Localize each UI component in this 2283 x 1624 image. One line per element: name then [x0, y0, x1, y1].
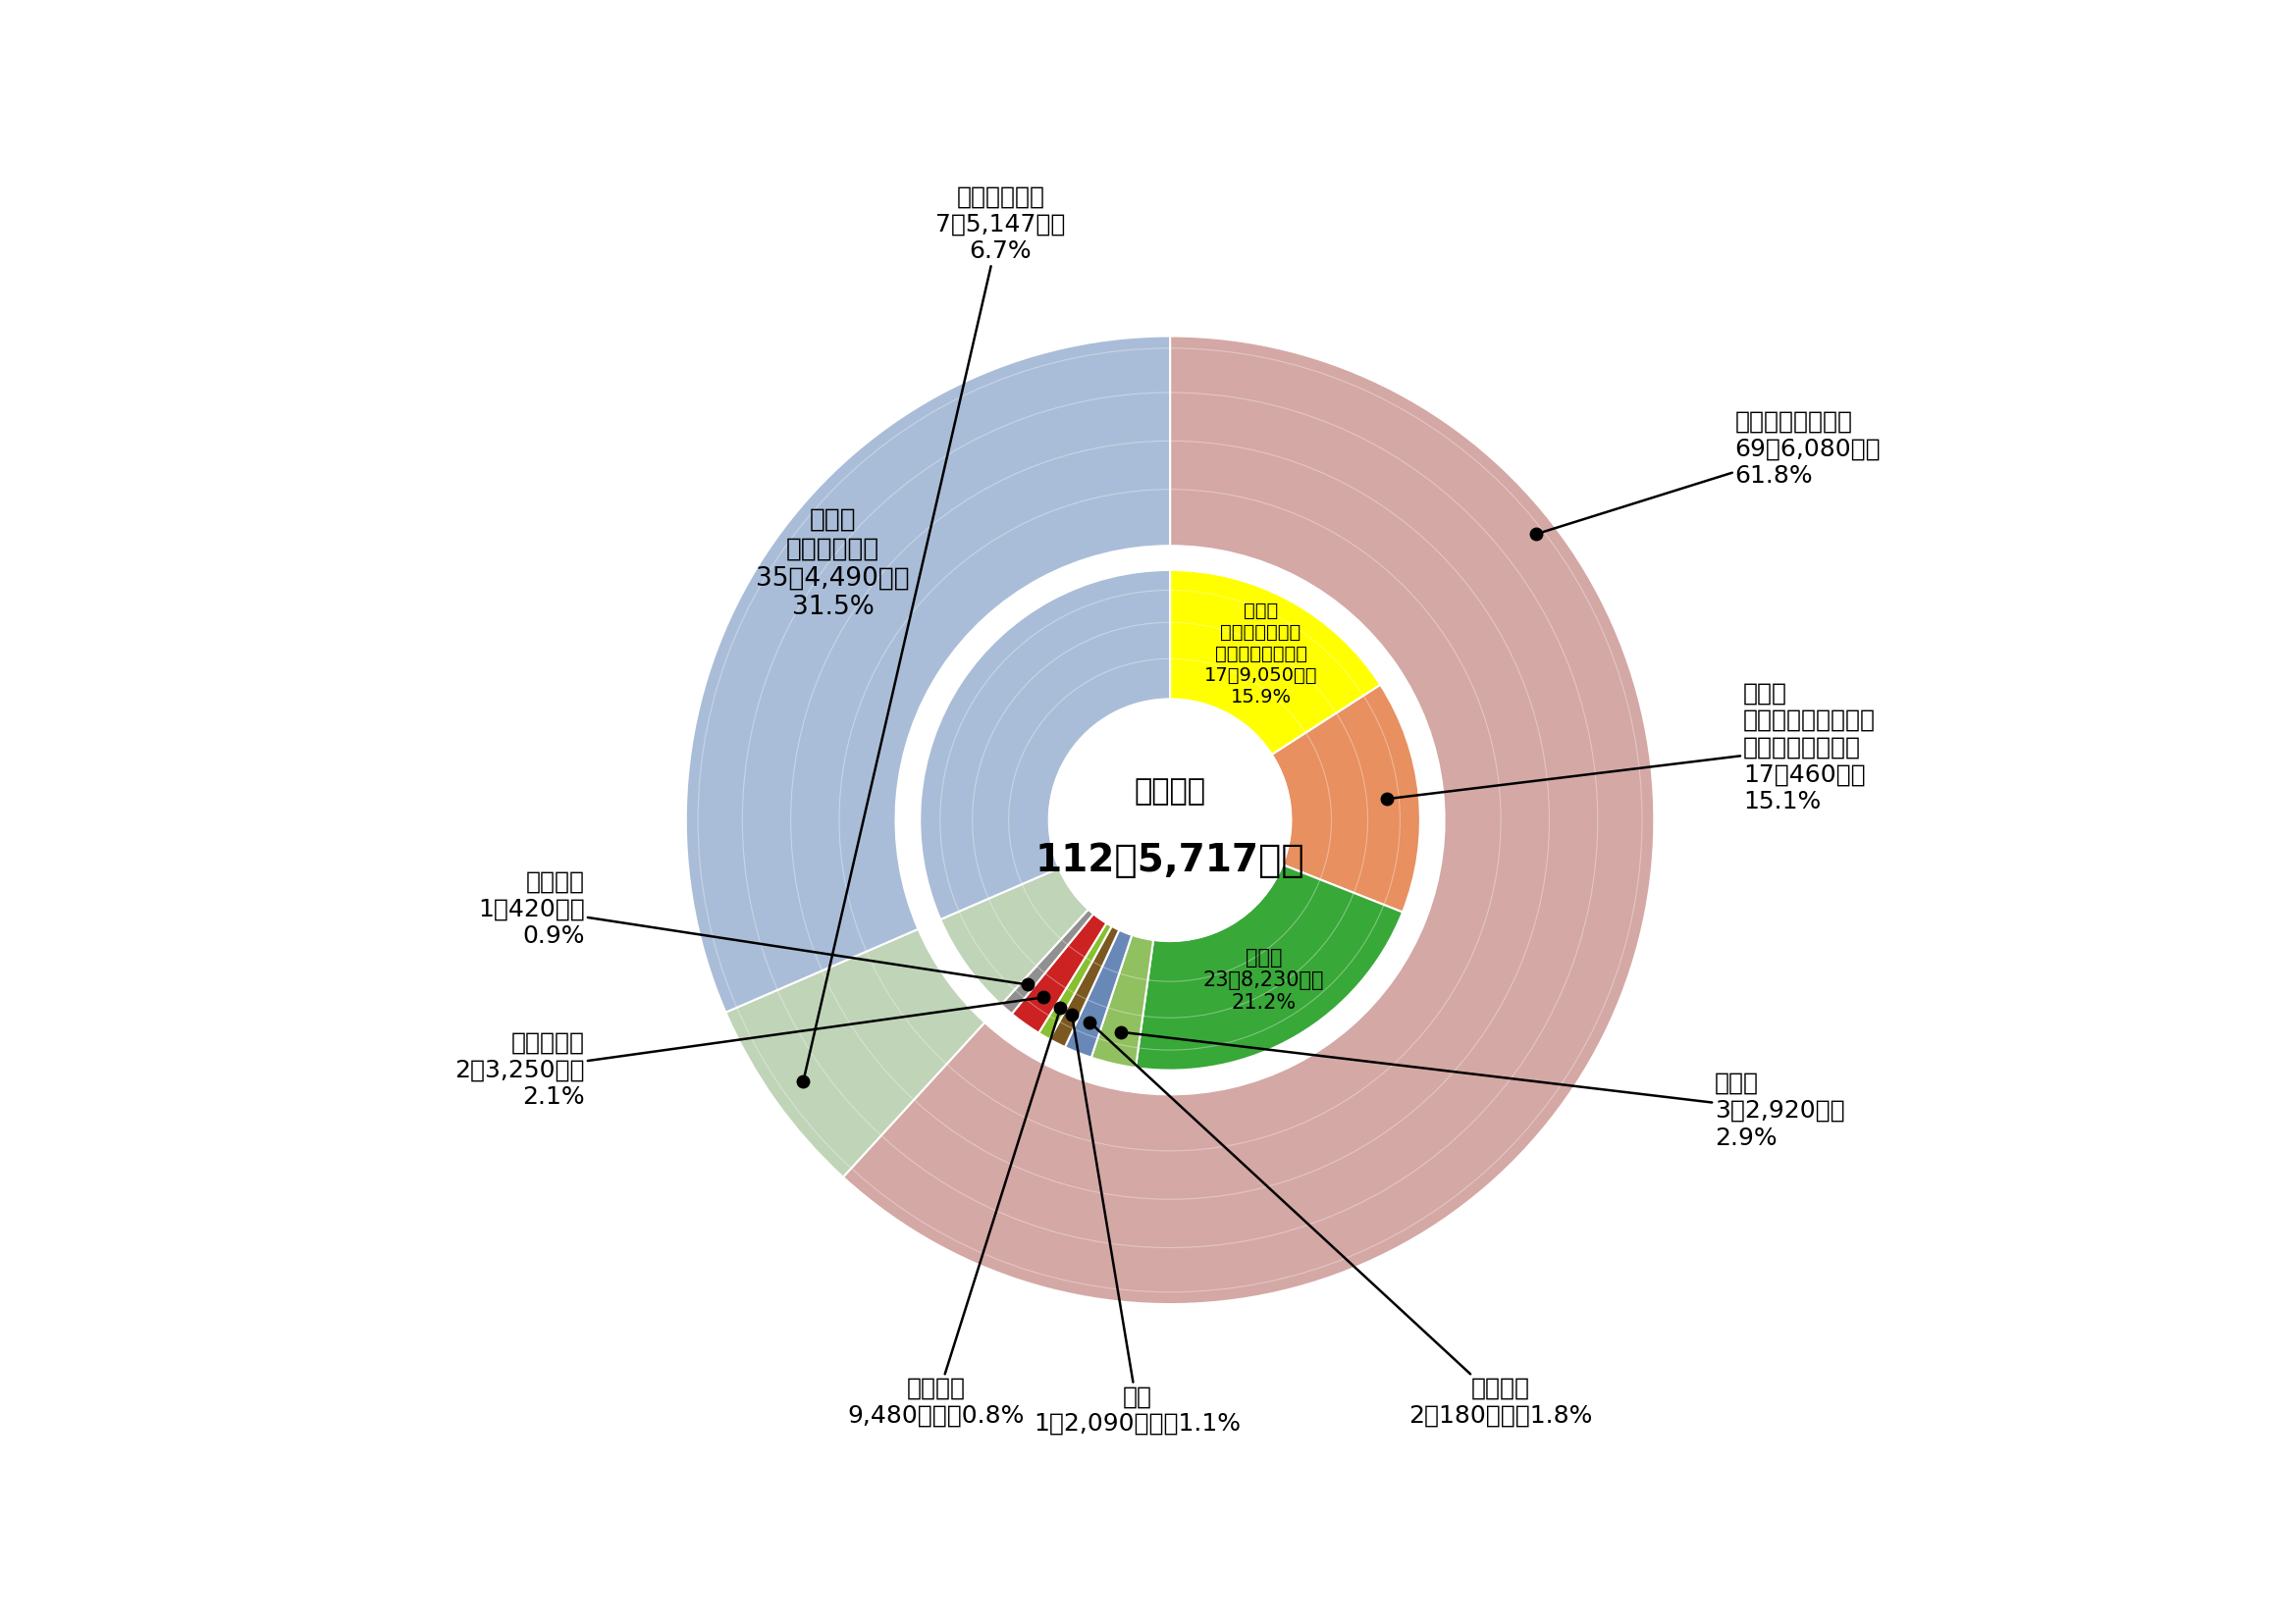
Wedge shape: [1135, 864, 1402, 1070]
Wedge shape: [1091, 935, 1153, 1069]
Text: 印紙収入
1兆420億円
0.9%: 印紙収入 1兆420億円 0.9%: [477, 870, 1027, 984]
Wedge shape: [1272, 685, 1420, 913]
Wedge shape: [1171, 570, 1381, 755]
Wedge shape: [1039, 922, 1112, 1039]
Wedge shape: [941, 869, 1089, 1005]
Text: 租税及び印紙収入
69兆6,080億円
61.8%: 租税及び印紙収入 69兆6,080億円 61.8%: [1536, 409, 1881, 534]
Text: 揮発油税
2兆180億円　1.8%: 揮発油税 2兆180億円 1.8%: [1089, 1023, 1594, 1427]
Wedge shape: [1064, 931, 1132, 1057]
Circle shape: [1048, 698, 1292, 942]
Text: その他の収入
7兆5,147億円
6.7%: その他の収入 7兆5,147億円 6.7%: [804, 185, 1066, 1082]
Text: 歳入総額: 歳入総額: [1135, 778, 1205, 806]
Text: 法人税
（会社などの所得に
対してかかる税）
17兆460億円
15.1%: 法人税 （会社などの所得に 対してかかる税） 17兆460億円 15.1%: [1386, 680, 1877, 814]
Wedge shape: [685, 336, 1171, 1012]
Text: その他の税
2兆3,250億円
2.1%: その他の税 2兆3,250億円 2.1%: [454, 997, 1043, 1109]
Text: 公債金
（国の借金）
35兆4,490億円
31.5%: 公債金 （国の借金） 35兆4,490億円 31.5%: [756, 507, 909, 620]
Text: 酒税
1兆2,090億円　1.1%: 酒税 1兆2,090億円 1.1%: [1034, 1015, 1242, 1436]
Wedge shape: [1011, 914, 1107, 1033]
Text: 相続税
3兆2,920億円
2.9%: 相続税 3兆2,920億円 2.9%: [1121, 1031, 1845, 1150]
Text: 消費税
23兆8,230億円
21.2%: 消費税 23兆8,230億円 21.2%: [1203, 948, 1324, 1013]
Wedge shape: [1050, 926, 1119, 1047]
Text: 112兆5,717億円: 112兆5,717億円: [1034, 841, 1306, 879]
Wedge shape: [920, 570, 1171, 919]
Wedge shape: [1002, 909, 1094, 1013]
Wedge shape: [842, 336, 1655, 1304]
Text: たばこ税
9,480億円　0.8%: たばこ税 9,480億円 0.8%: [847, 1009, 1059, 1427]
Text: 所得税
（個人の所得に
対してかかる税）
17兆9,050億円
15.9%: 所得税 （個人の所得に 対してかかる税） 17兆9,050億円 15.9%: [1203, 601, 1317, 706]
Wedge shape: [726, 929, 984, 1177]
